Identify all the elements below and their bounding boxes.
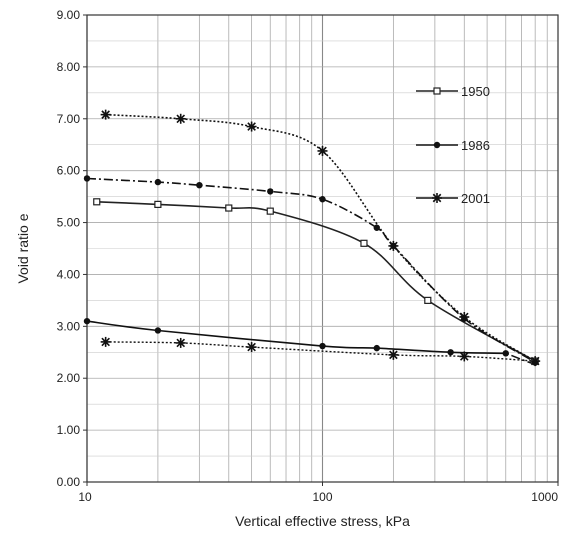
- legend-marker-2001: [432, 193, 442, 203]
- data-point-2001: [246, 342, 257, 353]
- y-tick-label: 7.00: [57, 112, 81, 126]
- data-point-1950: [154, 200, 162, 208]
- asterisk-stroke: [459, 312, 469, 322]
- data-point-2001: [459, 311, 470, 322]
- y-tick-label: 6.00: [57, 164, 81, 178]
- y-tick-label: 8.00: [57, 60, 81, 74]
- data-point-1986: [83, 317, 91, 325]
- y-tick-label: 4.00: [57, 267, 81, 281]
- legend: 1950 1986 2001: [416, 84, 490, 206]
- curve-1950: [96, 201, 536, 362]
- x-axis-title: Vertical effective stress, kPa: [235, 513, 410, 529]
- asterisk-stroke: [318, 146, 327, 156]
- data-point-1986: [319, 342, 326, 350]
- asterisk-stroke: [176, 114, 186, 124]
- asterisk-stroke: [459, 352, 469, 361]
- x-axis-ticks: 10 100 1000: [78, 482, 559, 504]
- data-point-1986: [447, 349, 454, 356]
- data-point-1986: [196, 181, 203, 189]
- data-point-2001: [100, 336, 111, 347]
- data-point-1986: [373, 224, 380, 231]
- curve-1986: [86, 177, 537, 365]
- legend-label-1950: 1950: [461, 84, 490, 99]
- data-point-1986: [267, 188, 274, 195]
- data-point-2001: [530, 356, 541, 367]
- asterisk-stroke: [432, 193, 442, 203]
- y-axis-ticks: 0.00 1.00 2.00 3.00 4.00 5.00 6.00 7.00 8.00 9.00: [57, 8, 87, 489]
- markers: [83, 109, 541, 367]
- data-point-1986: [154, 327, 162, 334]
- data-point-1986: [373, 344, 380, 352]
- y-tick-label: 1.00: [57, 423, 81, 437]
- asterisk-stroke: [530, 356, 540, 366]
- data-point-2001: [175, 337, 186, 348]
- asterisk-stroke: [247, 342, 256, 352]
- asterisk-stroke: [101, 110, 110, 119]
- asterisk-stroke: [389, 350, 398, 360]
- asterisk-stroke: [101, 337, 110, 347]
- asterisk-stroke: [247, 122, 256, 131]
- data-point-2001: [459, 351, 470, 362]
- data-point-1986: [154, 178, 162, 186]
- y-tick-label: 0.00: [57, 475, 81, 489]
- x-tick-label: 1000: [531, 490, 558, 504]
- data-point-2001: [388, 240, 399, 251]
- data-point-1986: [83, 175, 91, 182]
- y-tick-label: 5.00: [57, 216, 81, 230]
- y-tick-label: 2.00: [57, 371, 81, 385]
- legend-label-1986: 1986: [461, 138, 490, 153]
- data-point-2001: [175, 113, 186, 124]
- x-tick-label: 10: [78, 490, 92, 504]
- data-point-1950: [93, 198, 101, 206]
- data-point-1950: [360, 239, 368, 247]
- y-tick-label: 9.00: [57, 8, 81, 22]
- legend-label-2001: 2001: [461, 191, 490, 206]
- data-point-1950: [266, 207, 274, 215]
- data-point-2001: [100, 109, 111, 120]
- data-point-1950: [225, 204, 233, 212]
- y-axis-title: Void ratio e: [15, 213, 31, 283]
- legend-marker-1950: [433, 87, 441, 95]
- asterisk-stroke: [176, 338, 186, 348]
- asterisk-stroke: [389, 241, 398, 251]
- y-tick-label: 3.00: [57, 319, 81, 333]
- data-point-2001: [246, 121, 257, 132]
- x-tick-label: 100: [312, 490, 332, 504]
- data-point-1986: [319, 196, 326, 203]
- data-point-2001: [317, 145, 328, 156]
- data-point-1950: [424, 296, 432, 304]
- data-point-2001: [388, 349, 399, 360]
- legend-marker-1986: [433, 141, 441, 149]
- data-point-1986: [502, 350, 509, 357]
